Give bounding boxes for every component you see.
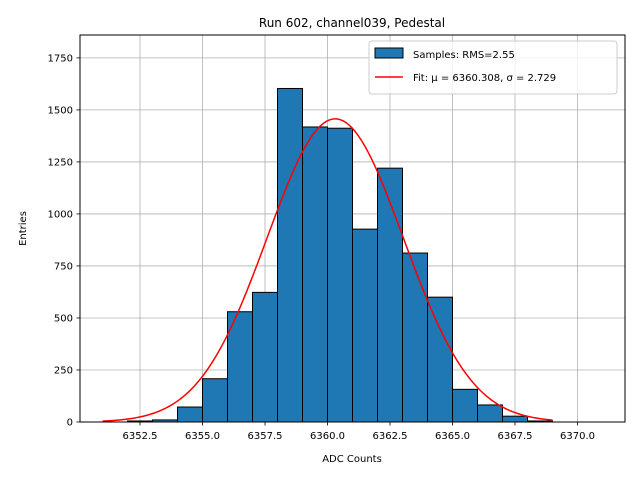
- histogram-bar: [377, 167, 403, 423]
- y-tick-label: 1000: [48, 209, 73, 220]
- x-tick-label: 6370.0: [560, 431, 595, 442]
- histogram-bar: [502, 415, 528, 423]
- histogram-bar: [352, 228, 378, 423]
- legend: Samples: RMS=2.55 Fit: μ = 6360.308, σ =…: [368, 40, 618, 95]
- y-tick-label: 1750: [48, 53, 73, 64]
- x-axis-label: ADC Counts: [322, 454, 382, 465]
- legend-swatch-histogram: [374, 47, 404, 59]
- fit-curve: [102, 118, 553, 422]
- histogram-bars: [127, 87, 553, 423]
- histogram-bar: [477, 404, 503, 423]
- x-tick-label: 6357.5: [248, 431, 283, 442]
- y-tick-label: 0: [67, 418, 73, 429]
- histogram-bar: [252, 291, 278, 423]
- x-tick-label: 6360.0: [310, 431, 345, 442]
- x-tick-label: 6367.5: [498, 431, 533, 442]
- y-axis-label: Entries: [18, 211, 29, 246]
- x-axis-ticks: 6352.5 6355.0 6357.5 6360.0 6362.5 6365.0 6367…: [123, 422, 595, 442]
- histogram-bar: [177, 406, 203, 423]
- histogram-bar: [327, 127, 353, 423]
- legend-label-fit: Fit: μ = 6360.308, σ = 2.729: [413, 73, 556, 84]
- x-tick-label: 6355.0: [185, 431, 220, 442]
- y-tick-label: 250: [54, 365, 73, 376]
- histogram-bar: [452, 388, 478, 423]
- legend-box: [368, 40, 618, 95]
- plot-frame: [79, 34, 626, 423]
- chart-title: Run 602, channel039, Pedestal: [259, 16, 445, 30]
- y-tick-label: 1500: [48, 105, 73, 116]
- y-tick-label: 750: [54, 261, 73, 272]
- histogram-bar: [427, 296, 453, 423]
- y-tick-label: 1250: [48, 157, 73, 168]
- histogram-bar: [202, 378, 228, 423]
- histogram-bar: [302, 126, 328, 423]
- fit-curve-layer: [102, 118, 553, 422]
- legend-label-histogram: Samples: RMS=2.55: [413, 50, 515, 61]
- x-tick-label: 6365.0: [435, 431, 470, 442]
- x-tick-label: 6362.5: [373, 431, 408, 442]
- y-axis-ticks: 0 250 500 750 1000 1250 1500 1750: [48, 53, 80, 429]
- histogram-bar: [277, 87, 303, 423]
- x-tick-label: 6352.5: [123, 431, 158, 442]
- y-tick-label: 500: [54, 313, 73, 324]
- histogram-bar: [227, 311, 253, 423]
- histogram-bar: [402, 252, 428, 423]
